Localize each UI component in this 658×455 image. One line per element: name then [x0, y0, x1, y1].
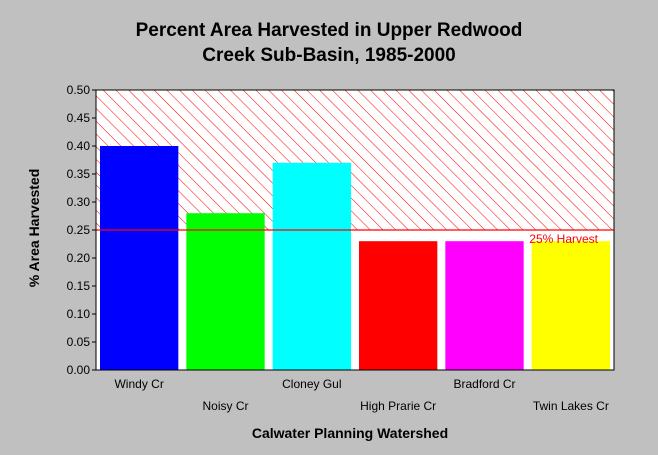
y-tick-label: 0.20: [67, 251, 91, 265]
y-tick-label: 0.00: [67, 363, 91, 377]
y-tick-label: 0.25: [67, 223, 91, 237]
y-tick-label: 0.30: [67, 195, 91, 209]
bar-noisy-cr: [186, 213, 265, 370]
chart-title: Percent Area Harvested in Upper Redwood …: [0, 18, 658, 68]
y-tick-label: 0.35: [67, 167, 91, 181]
x-tick-label: Noisy Cr: [202, 399, 248, 413]
chart-title-line-2: Creek Sub-Basin, 1985-2000: [202, 45, 456, 66]
y-tick-label: 0.45: [67, 111, 91, 125]
y-tick-label: 0.50: [67, 83, 91, 97]
x-tick-label: Cloney Gul: [282, 377, 341, 391]
x-tick-label: Windy Cr: [114, 377, 163, 391]
threshold-hatch-region: [96, 90, 614, 230]
y-tick-label: 0.10: [67, 307, 91, 321]
bar-cloney-gul: [272, 162, 351, 370]
x-tick-label: Bradford Cr: [453, 377, 515, 391]
bar-twin-lakes-cr: [531, 241, 610, 370]
y-tick-label: 0.15: [67, 279, 91, 293]
bar-windy-cr: [100, 146, 179, 370]
y-tick-label: 0.40: [67, 139, 91, 153]
x-tick-label: Twin Lakes Cr: [533, 399, 609, 413]
threshold-label: 25% Harvest: [529, 232, 598, 246]
chart-title-line-1: Percent Area Harvested in Upper Redwood: [135, 20, 523, 41]
y-tick-label: 0.05: [67, 335, 91, 349]
bar-high-prarie-cr: [359, 241, 438, 370]
x-axis-label: Calwater Planning Watershed: [251, 425, 449, 441]
bar-bradford-cr: [445, 241, 524, 370]
x-tick-label: High Prarie Cr: [360, 399, 436, 413]
